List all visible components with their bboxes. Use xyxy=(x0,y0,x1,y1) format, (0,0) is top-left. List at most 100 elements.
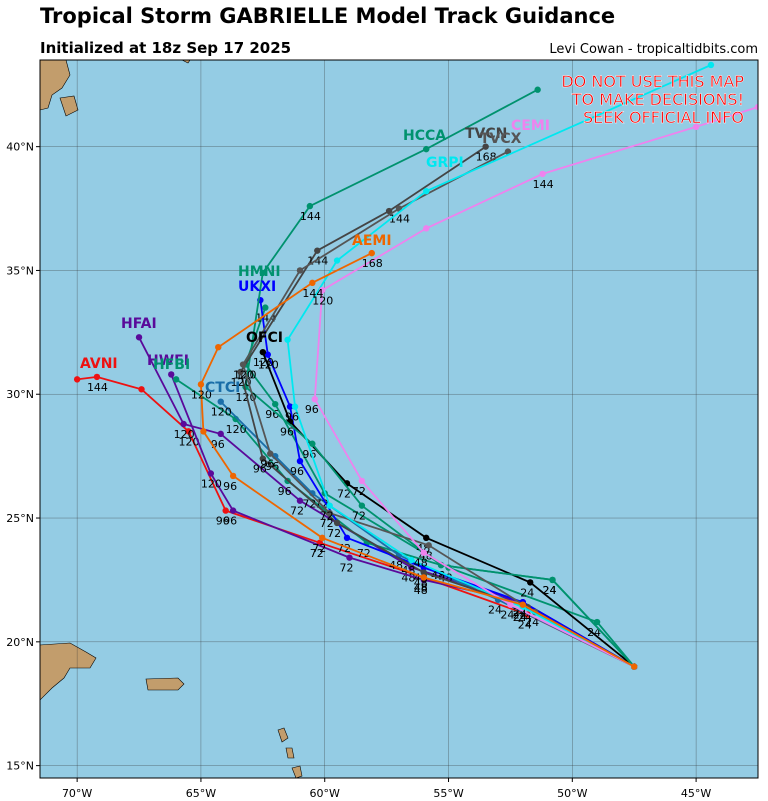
newfoundland-tip xyxy=(181,60,191,64)
track-point xyxy=(368,249,375,257)
model-name: CTCI xyxy=(205,380,240,396)
ocean xyxy=(40,60,758,778)
model-name: TVCN xyxy=(465,126,507,142)
track-point xyxy=(172,376,180,383)
hour-label: 72 xyxy=(337,487,351,500)
x-tick-label: 55°W xyxy=(433,787,463,800)
hour-label: 72 xyxy=(352,485,366,498)
tracks: 2448729612014424487296120244872961202448… xyxy=(73,61,758,670)
land xyxy=(40,60,303,778)
track-point xyxy=(197,381,205,388)
hour-label: 72 xyxy=(290,505,304,518)
hour-label: 48 xyxy=(414,584,428,597)
track-point xyxy=(385,207,393,215)
hour-label: 96 xyxy=(260,458,274,471)
track-point xyxy=(423,145,430,153)
cape-breton xyxy=(59,95,79,117)
model-name: GRPI xyxy=(426,155,464,171)
track-point xyxy=(93,373,101,381)
track-point xyxy=(217,430,224,438)
hour-label: 24 xyxy=(488,604,502,617)
hour-label: 144 xyxy=(87,381,108,394)
y-tick-label: 30°N xyxy=(6,388,34,401)
track-point xyxy=(311,395,319,403)
model-name: TVCX xyxy=(480,131,522,147)
hour-label: 72 xyxy=(320,510,334,523)
track-point xyxy=(291,403,299,410)
track-point xyxy=(423,534,430,542)
track-point xyxy=(314,247,321,254)
y-tick-label: 35°N xyxy=(6,264,34,277)
track-point xyxy=(333,257,341,264)
hour-label: 144 xyxy=(533,178,554,191)
hour-label: 144 xyxy=(302,287,323,300)
x-tick-label: 65°W xyxy=(186,787,216,800)
y-tick-label: 40°N xyxy=(6,141,34,154)
track-point xyxy=(408,556,415,564)
track-point xyxy=(420,549,427,556)
hour-label: 72 xyxy=(302,497,316,510)
track-point xyxy=(239,361,247,368)
track-line xyxy=(313,106,758,668)
track-point xyxy=(296,497,304,504)
track-line xyxy=(244,88,635,668)
track-point xyxy=(539,170,546,178)
track-line xyxy=(199,252,635,668)
hour-label: 120 xyxy=(191,388,212,401)
track-point xyxy=(272,400,279,408)
hour-label: 48 xyxy=(414,557,428,570)
track-point xyxy=(507,601,514,608)
track-point xyxy=(504,148,512,155)
y-tick-label: 25°N xyxy=(6,512,34,525)
model-name: OFCI xyxy=(246,330,283,346)
model-name: HCCA xyxy=(403,128,446,144)
hour-label: 144 xyxy=(300,210,321,223)
x-tick-label: 45°W xyxy=(681,787,711,800)
track-point xyxy=(229,507,237,514)
hour-label: 24 xyxy=(500,609,514,622)
track-point xyxy=(534,86,541,93)
track-point xyxy=(692,123,700,131)
hour-label: 120 xyxy=(253,356,274,369)
hour-label: 72 xyxy=(339,562,353,575)
track-point xyxy=(358,477,366,485)
track-point xyxy=(423,225,430,232)
track-point xyxy=(207,470,215,477)
hour-label: 168 xyxy=(362,257,383,270)
track-point xyxy=(237,368,244,376)
track-point xyxy=(264,351,271,358)
track-point xyxy=(425,542,432,549)
hour-label: 120 xyxy=(211,406,232,419)
model-name: AVNI xyxy=(80,356,118,372)
hour-label: 24 xyxy=(518,619,532,632)
hour-label: 120 xyxy=(201,477,222,490)
track-point xyxy=(168,371,175,378)
model-name: AEMI xyxy=(352,233,392,249)
model-name: UKXI xyxy=(238,279,276,295)
hour-label: 120 xyxy=(179,435,200,448)
warning-line: DO NOT USE THIS MAP xyxy=(561,72,744,91)
model-name: HFAI xyxy=(121,316,157,332)
hour-label: 96 xyxy=(223,515,237,528)
hour-label: 24 xyxy=(513,611,527,624)
track-point xyxy=(229,472,237,480)
track-point xyxy=(215,344,222,351)
hour-label: 120 xyxy=(226,423,247,436)
track-point xyxy=(527,579,534,586)
hour-label: 48 xyxy=(414,581,428,594)
track-point xyxy=(267,450,274,457)
frame xyxy=(39,59,759,779)
track-point xyxy=(319,534,326,542)
hour-label: 144 xyxy=(255,312,276,325)
track-line xyxy=(259,300,635,668)
credit: Levi Cowan - tropicaltidbits.com xyxy=(549,42,758,57)
hour-label: 144 xyxy=(389,213,410,226)
track-point xyxy=(707,61,715,69)
hour-label: 96 xyxy=(216,515,230,528)
track-point xyxy=(286,403,294,410)
x-tick-label: 50°W xyxy=(557,787,587,800)
hispaniola xyxy=(40,642,97,701)
subtitle: Initialized at 18z Sep 17 2025 xyxy=(40,39,291,57)
hour-label: 24 xyxy=(513,609,527,622)
